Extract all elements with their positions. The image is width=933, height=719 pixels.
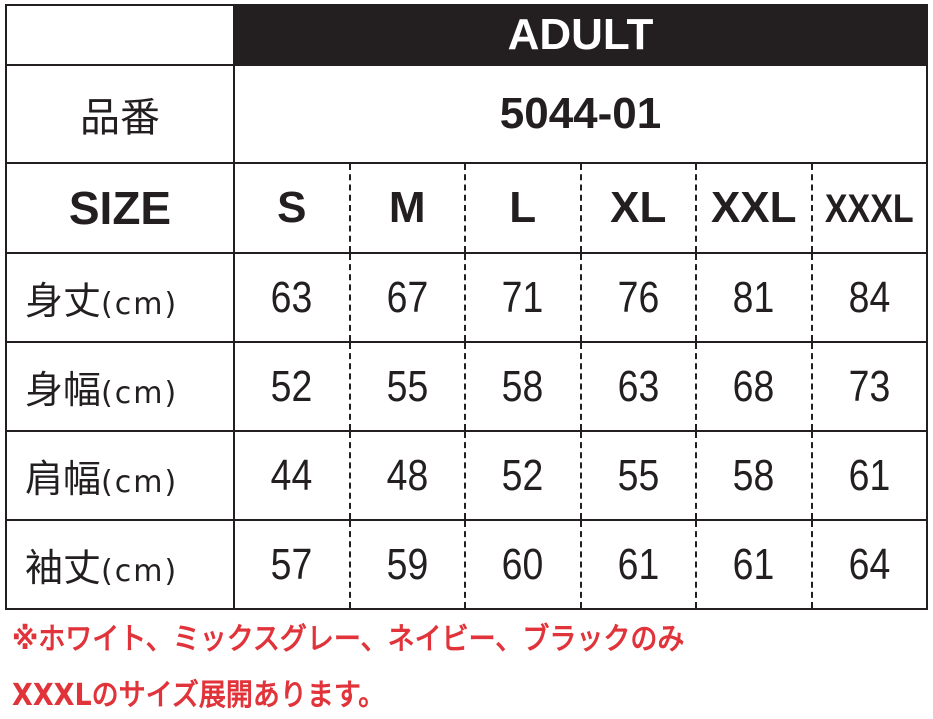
row-label-text: 身幅 xyxy=(25,368,102,412)
size-xl: XL xyxy=(579,162,697,254)
value: 58 xyxy=(732,450,775,500)
value-cell: 61 xyxy=(695,519,813,610)
value-cell: 81 xyxy=(695,252,813,343)
product-code-label: 品番 xyxy=(5,64,235,164)
value: 60 xyxy=(501,539,544,589)
row-label: 肩幅(cm) xyxy=(5,430,235,521)
value: 57 xyxy=(270,539,313,589)
value-cell: 68 xyxy=(695,341,813,432)
value-cell: 67 xyxy=(348,252,466,343)
row-unit: (cm) xyxy=(101,376,179,411)
value: 58 xyxy=(501,361,544,411)
measurement-row: 身幅(cm) 52 55 58 63 68 73 xyxy=(5,341,928,432)
size-l: L xyxy=(464,162,582,254)
value: 63 xyxy=(270,272,313,322)
value: 68 xyxy=(732,361,775,411)
size-m: M xyxy=(348,162,466,254)
size-xxxl: XXXL xyxy=(810,162,928,254)
size-xxxl-text: XXXL xyxy=(824,187,914,231)
product-code: 5044-01 xyxy=(233,64,928,164)
value: 67 xyxy=(386,272,429,322)
value-cell: 71 xyxy=(464,252,582,343)
measurement-row: 袖丈(cm) 57 59 60 61 61 64 xyxy=(5,519,928,610)
size-xxl: XXL xyxy=(695,162,813,254)
value: 61 xyxy=(732,539,775,589)
value-cell: 61 xyxy=(810,430,928,521)
empty-corner-cell xyxy=(5,4,235,66)
value-cell: 61 xyxy=(579,519,697,610)
value: 63 xyxy=(617,361,660,411)
adult-header: ADULT xyxy=(233,4,928,66)
header-row: ADULT xyxy=(5,4,928,66)
value: 55 xyxy=(386,361,429,411)
value-cell: 55 xyxy=(579,430,697,521)
row-unit: (cm) xyxy=(101,287,179,322)
size-label: SIZE xyxy=(5,162,235,254)
value-cell: 59 xyxy=(348,519,466,610)
value-cell: 52 xyxy=(233,341,351,432)
size-s: S xyxy=(233,162,351,254)
value: 48 xyxy=(386,450,429,500)
value: 52 xyxy=(270,361,313,411)
note-line-1: ※ホワイト、ミックスグレー、ネイビー、ブラックのみ xyxy=(12,622,685,657)
note-line-2: XXXLのサイズ展開あります。 xyxy=(12,678,386,713)
value: 73 xyxy=(848,361,891,411)
value-cell: 63 xyxy=(579,341,697,432)
value-cell: 58 xyxy=(695,430,813,521)
value-cell: 64 xyxy=(810,519,928,610)
row-label: 身丈(cm) xyxy=(5,252,235,343)
size-chart-table: ADULT 品番 5044-01 SIZE S M L XL XXL XXXL … xyxy=(5,4,928,610)
value: 59 xyxy=(386,539,429,589)
value-cell: 76 xyxy=(579,252,697,343)
value-cell: 73 xyxy=(810,341,928,432)
value-cell: 63 xyxy=(233,252,351,343)
value-cell: 57 xyxy=(233,519,351,610)
row-label-text: 袖丈 xyxy=(25,546,102,590)
row-label: 袖丈(cm) xyxy=(5,519,235,610)
value: 44 xyxy=(270,450,313,500)
value-cell: 55 xyxy=(348,341,466,432)
value: 52 xyxy=(501,450,544,500)
value-cell: 58 xyxy=(464,341,582,432)
value: 71 xyxy=(501,272,544,322)
value: 61 xyxy=(848,450,891,500)
value: 81 xyxy=(732,272,775,322)
product-code-row: 品番 5044-01 xyxy=(5,64,928,164)
value: 55 xyxy=(617,450,660,500)
value-cell: 84 xyxy=(810,252,928,343)
value: 64 xyxy=(848,539,891,589)
row-label-text: 身丈 xyxy=(25,279,102,323)
row-unit: (cm) xyxy=(101,465,179,500)
value: 76 xyxy=(617,272,660,322)
value-cell: 48 xyxy=(348,430,466,521)
row-label: 身幅(cm) xyxy=(5,341,235,432)
value: 84 xyxy=(848,272,891,322)
measurement-row: 肩幅(cm) 44 48 52 55 58 61 xyxy=(5,430,928,521)
row-unit: (cm) xyxy=(101,554,179,589)
value: 61 xyxy=(617,539,660,589)
size-row: SIZE S M L XL XXL XXXL xyxy=(5,162,928,254)
measurement-row: 身丈(cm) 63 67 71 76 81 84 xyxy=(5,252,928,343)
value-cell: 44 xyxy=(233,430,351,521)
value-cell: 60 xyxy=(464,519,582,610)
row-label-text: 肩幅 xyxy=(25,457,102,501)
value-cell: 52 xyxy=(464,430,582,521)
